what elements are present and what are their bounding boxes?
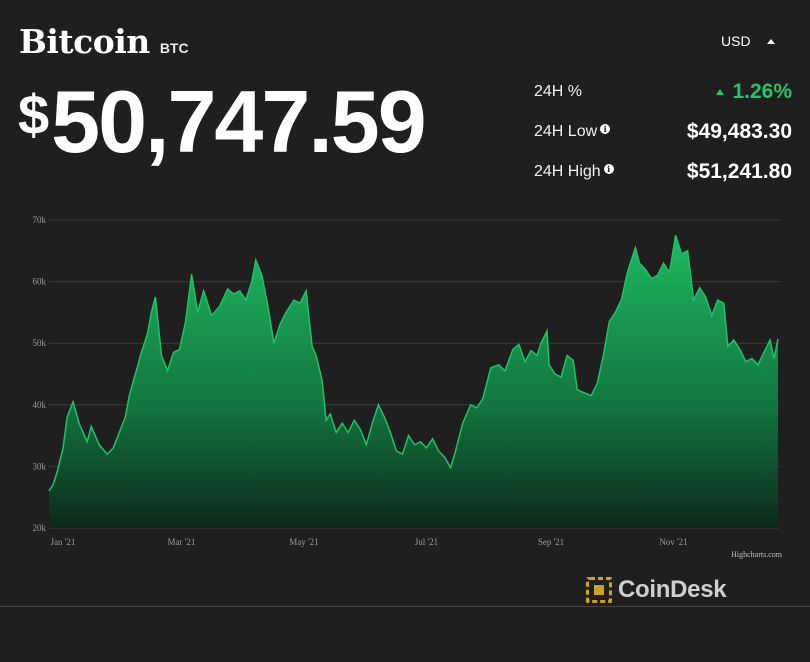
price-currency-symbol: $ — [18, 83, 50, 146]
caret-up-icon — [766, 38, 775, 44]
y-tick-label: 30k — [33, 461, 47, 471]
stat-label-wrap: 24H Low i — [534, 123, 611, 141]
x-tick-label: Jan '21 — [51, 537, 76, 547]
stat-label: 24H % — [534, 83, 583, 100]
stat-value-high: $51,241.80 — [686, 160, 792, 183]
x-tick-label: Mar '21 — [168, 537, 196, 547]
asset-ticker: BTC — [159, 40, 189, 56]
footer-divider — [0, 606, 810, 607]
stat-label: 24H High — [534, 163, 601, 180]
chart-credit[interactable]: Highcharts.com — [731, 550, 783, 559]
currency-selector[interactable]: USD — [721, 33, 775, 49]
currency-label: USD — [721, 33, 751, 49]
series-area-fill — [49, 235, 778, 528]
x-tick-label: May '21 — [289, 537, 318, 547]
price-chart[interactable]: 20k 30k 40k 50k 60k 70k Jan '21 Mar '21 May '21 J… — [0, 205, 810, 565]
y-tick-label: 50k — [33, 338, 47, 348]
stat-value-low: $49,483.30 — [686, 120, 792, 143]
series-area — [48, 235, 779, 528]
change-percent: 1.26% — [732, 80, 792, 103]
series-line — [48, 235, 779, 492]
asset-name: Bitcoin — [19, 22, 150, 61]
axis-labels: 20k 30k 40k 50k 60k 70k Jan '21 Mar '21 May '21 J… — [33, 215, 688, 547]
x-tick-label: Sep '21 — [538, 537, 564, 547]
x-tick-label: Nov '21 — [659, 537, 687, 547]
brand-name: CoinDesk — [618, 576, 727, 603]
x-tick-label: Jul '21 — [415, 537, 438, 547]
stat-row-24h-change: 24H % 1.26% — [534, 72, 792, 112]
current-price: $50,747.59 — [18, 78, 427, 166]
y-tick-label: 60k — [33, 277, 47, 287]
stats-panel: 24H % 1.26% 24H Low i $49,483.30 24H Hig… — [534, 72, 792, 192]
stat-row-24h-low: 24H Low i $49,483.30 — [534, 112, 792, 152]
stat-label: 24H Low — [534, 123, 598, 140]
trend-up-icon — [716, 89, 725, 95]
y-tick-label: 20k — [33, 523, 47, 533]
info-icon[interactable]: i — [603, 164, 614, 174]
stat-label-wrap: 24H High i — [534, 163, 614, 181]
y-tick-label: 40k — [33, 400, 47, 410]
coindesk-logo: CoinDesk — [586, 576, 727, 604]
asset-header: Bitcoin BTC — [19, 22, 189, 61]
stat-value-change: 1.26% — [716, 80, 792, 104]
info-icon[interactable]: i — [600, 124, 611, 134]
y-tick-label: 70k — [33, 215, 47, 225]
price-value: 50,747.59 — [51, 72, 426, 171]
stat-row-24h-high: 24H High i $51,241.80 — [534, 152, 792, 192]
coindesk-icon — [586, 577, 612, 603]
